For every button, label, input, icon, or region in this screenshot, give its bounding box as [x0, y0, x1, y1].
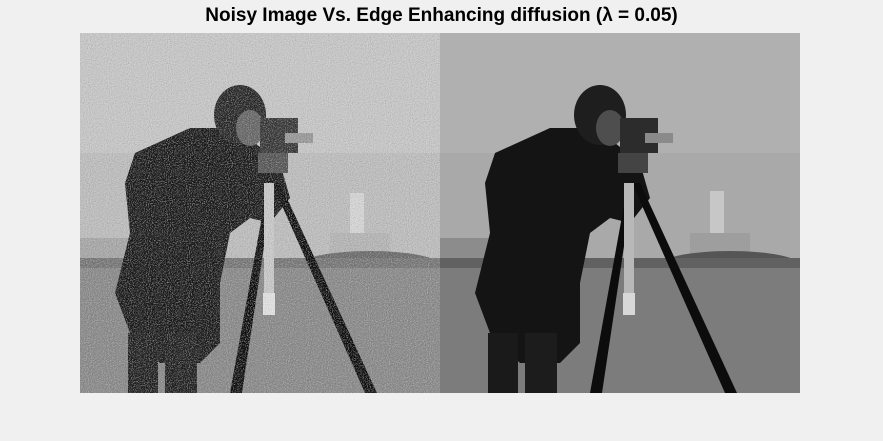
diffused-cameraman-image: [440, 33, 800, 393]
noisy-cameraman-image: [80, 33, 440, 393]
diffused-scene: [440, 33, 800, 393]
noisy-scene: [80, 33, 440, 393]
figure-title: Noisy Image Vs. Edge Enhancing diffusion…: [205, 5, 678, 26]
diffused-image-panel: [440, 33, 800, 393]
noisy-image-panel: [80, 33, 440, 393]
